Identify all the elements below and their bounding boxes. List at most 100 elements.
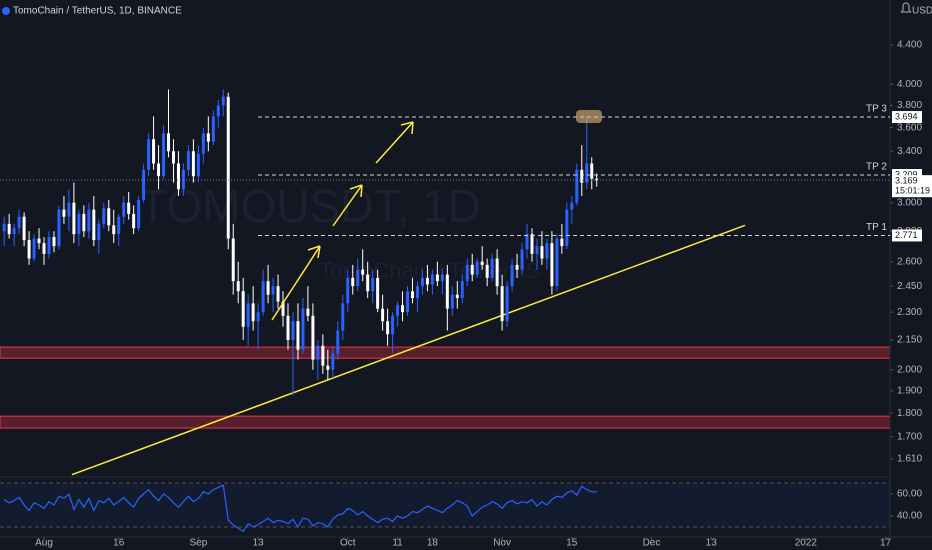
candle-body — [520, 249, 524, 270]
candle-body — [52, 237, 56, 247]
candle-body — [147, 139, 151, 170]
candle-body — [540, 246, 544, 259]
candle-body — [545, 243, 549, 259]
y-tick-label: 2.450 — [897, 281, 922, 292]
price-label: 3.209 — [895, 169, 918, 179]
y-tick-label: 3.600 — [897, 122, 922, 133]
candle-body — [62, 209, 66, 217]
candle-body — [445, 274, 449, 309]
candle-body — [410, 291, 414, 299]
candle-body — [550, 243, 554, 287]
candle-body — [590, 163, 594, 179]
candle-body — [271, 286, 275, 295]
candle-body — [580, 169, 584, 183]
candle-body — [326, 365, 330, 370]
symbol-title[interactable]: TomoChain / TetherUS, 1D, BINANCE — [13, 6, 182, 17]
y-tick-label: 3.000 — [897, 197, 922, 208]
candle-body — [276, 286, 280, 302]
candle-body — [7, 223, 11, 235]
candle-body — [47, 237, 51, 254]
zone — [0, 346, 891, 359]
candle-body — [82, 213, 86, 232]
candle-body — [97, 223, 101, 241]
x-tick-label: Oct — [340, 538, 356, 549]
rsi-band — [0, 482, 890, 528]
y-tick-label: 4.000 — [897, 79, 922, 90]
bell-icon[interactable] — [900, 2, 912, 13]
candle-body — [515, 264, 519, 270]
candle-body — [77, 213, 81, 235]
candle-body — [480, 261, 484, 265]
rsi-line — [3, 484, 597, 533]
candle-body — [391, 315, 395, 335]
candle-body — [381, 308, 385, 322]
y-tick-label: 4.400 — [897, 40, 922, 51]
level-label: TP 1 — [866, 222, 887, 233]
candle-body — [157, 163, 161, 177]
candle-body — [132, 213, 136, 229]
rsi-tick-label: 40.00 — [897, 511, 922, 522]
x-tick-label: 11 — [392, 538, 403, 549]
candle-body — [346, 277, 350, 304]
candle-body — [570, 202, 574, 210]
candle-body — [525, 234, 529, 250]
candle-body — [181, 169, 185, 190]
candle-body — [495, 258, 499, 287]
x-tick-label: 13 — [706, 538, 718, 549]
candle-body — [306, 308, 310, 316]
candle-body — [336, 330, 340, 354]
highlight-box — [576, 110, 602, 123]
y-tick-label: 1.610 — [897, 454, 922, 465]
x-tick-label: 16 — [113, 538, 125, 549]
candle-body — [440, 274, 444, 282]
candle-body — [251, 303, 255, 322]
candle-body — [122, 202, 126, 217]
currency[interactable]: USDT — [912, 6, 932, 17]
candle-body — [356, 269, 360, 287]
candle-body — [87, 209, 91, 232]
candle-body — [490, 258, 494, 278]
candle-body — [555, 238, 559, 287]
candle-body — [311, 315, 315, 360]
y-tick-label: 2.000 — [897, 364, 922, 375]
candle-body — [176, 163, 180, 190]
candle-body — [316, 345, 320, 360]
candle-body — [420, 277, 424, 287]
candle-body — [386, 321, 390, 335]
candle-body — [32, 238, 36, 259]
candle-body — [331, 353, 335, 370]
candle-body — [261, 281, 265, 313]
candle-body — [450, 294, 454, 309]
candle-body — [425, 277, 429, 285]
candle-body — [465, 264, 469, 282]
candle-body — [565, 209, 569, 247]
candle-body — [301, 308, 305, 350]
candle-body — [221, 96, 225, 106]
candle-body — [435, 274, 439, 282]
candle-body — [72, 202, 76, 235]
x-tick-label: 18 — [427, 538, 439, 549]
candle-body — [366, 274, 370, 292]
candle-body — [500, 286, 504, 322]
candle-body — [67, 202, 71, 217]
candle-body — [575, 169, 579, 203]
x-tick-label: 2022 — [795, 538, 818, 549]
candle-body — [171, 151, 175, 164]
x-tick-label: 15 — [566, 538, 578, 549]
candle-body — [246, 303, 250, 327]
watermark: TOMOUSDT, 1D — [139, 180, 481, 232]
candle-body — [455, 294, 459, 299]
candle-body — [396, 305, 400, 316]
candle-body — [191, 151, 195, 177]
y-tick-label: 1.700 — [897, 431, 922, 442]
candle-body — [530, 234, 534, 254]
candle-body — [485, 264, 489, 278]
candle-body — [231, 238, 235, 282]
candle-body — [206, 133, 210, 142]
arrow — [375, 121, 414, 164]
candle-body — [167, 133, 170, 152]
candle-body — [57, 209, 61, 247]
candle-body — [127, 202, 131, 214]
y-tick-label: 3.800 — [897, 100, 922, 111]
